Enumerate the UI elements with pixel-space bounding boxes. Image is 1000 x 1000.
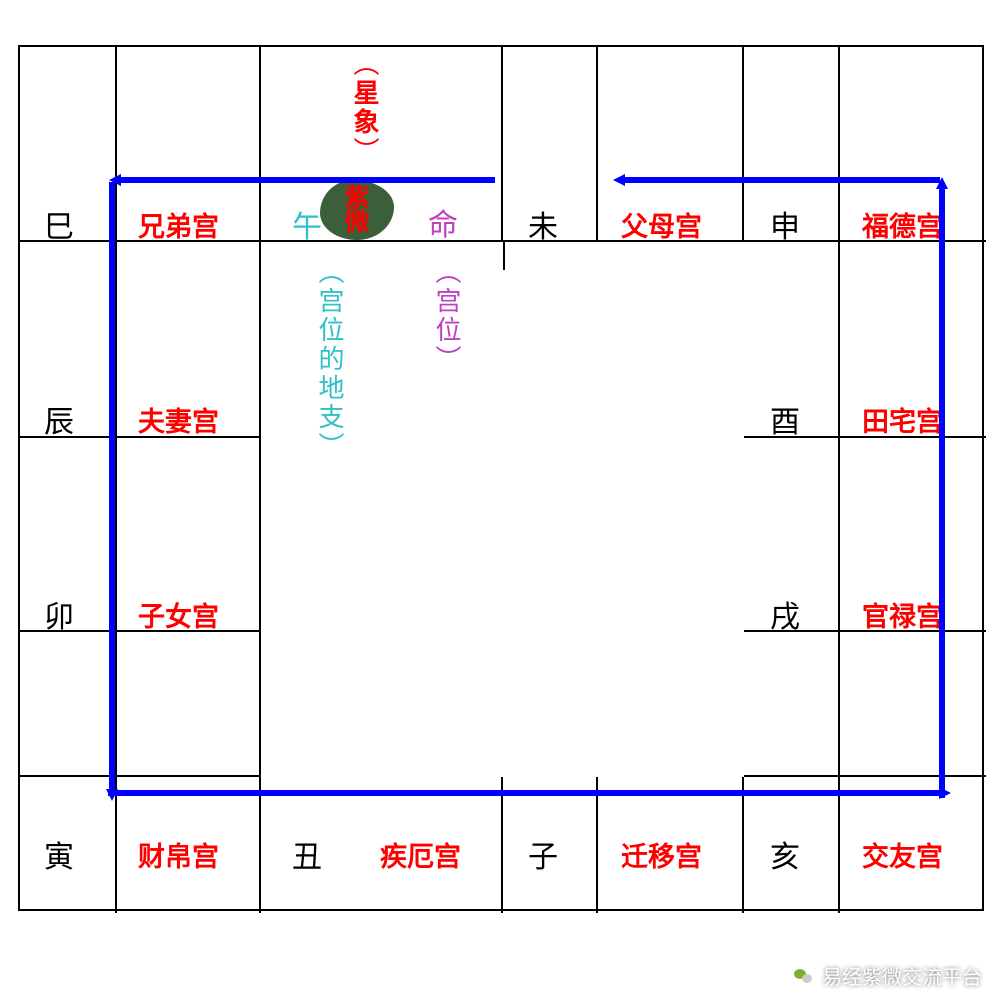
palace-zinv: 子女宫 <box>138 595 219 634</box>
cell-hai-topr <box>840 632 986 777</box>
label-dizhi-wrap: （宫位的地支） <box>311 258 348 461</box>
branch-yin: 寅 <box>44 832 74 876</box>
cell-yin-topr <box>117 632 261 777</box>
palace-tianzhai: 田宅宫 <box>862 400 943 439</box>
palace-guanlu: 官禄宫 <box>862 595 943 634</box>
branch-mao: 卯 <box>44 592 74 636</box>
palace-caibo: 财帛宫 <box>138 835 219 874</box>
palace-xiongdi: 兄弟宫 <box>138 205 219 244</box>
watermark-text: 易经紫微交流平台 <box>822 961 982 990</box>
branch-chen: 辰 <box>44 397 74 441</box>
palace-jiaoyou: 交友宫 <box>862 835 943 874</box>
palace-fuqi: 夫妻宫 <box>138 400 219 439</box>
label-gongwei: 宫位 <box>432 287 461 345</box>
cell-yin-top <box>20 632 117 777</box>
ziwei-text: 紫微 <box>342 184 367 232</box>
watermark: 易经紫微交流平台 <box>790 961 982 990</box>
branch-you: 酉 <box>770 397 800 441</box>
wechat-icon <box>790 963 816 989</box>
label-dizhi: 宫位的地支 <box>315 287 344 432</box>
palace-jie: 疾厄宫 <box>380 835 461 874</box>
branch-chou: 丑 <box>292 832 322 876</box>
branch-wei: 未 <box>528 202 558 246</box>
branch-wu: 午 <box>292 202 322 246</box>
palace-fumu: 父母宫 <box>621 205 702 244</box>
palace-qianyi: 迁移宫 <box>621 835 702 874</box>
branch-zi: 子 <box>528 832 558 876</box>
branch-shen: 申 <box>770 202 800 246</box>
palace-fude: 福德宫 <box>862 205 943 244</box>
ziwei-chart-frame: 巳 午 未 申 辰 酉 卯 戌 寅 丑 子 亥 兄弟宫 父母宫 福德宫 夫妻宫 … <box>18 45 984 911</box>
center-top-split <box>503 242 505 270</box>
label-xingxiang: 星象 <box>350 79 379 137</box>
label-gongwei-wrap: （宫位） <box>428 258 465 374</box>
label-xingxiang-wrap: （星象） <box>346 50 383 166</box>
branch-hai: 亥 <box>770 832 800 876</box>
branch-si: 巳 <box>44 202 74 246</box>
branch-xu: 戌 <box>770 592 800 636</box>
cell-hai-topl <box>744 632 840 777</box>
label-ming: 命 <box>428 200 458 244</box>
